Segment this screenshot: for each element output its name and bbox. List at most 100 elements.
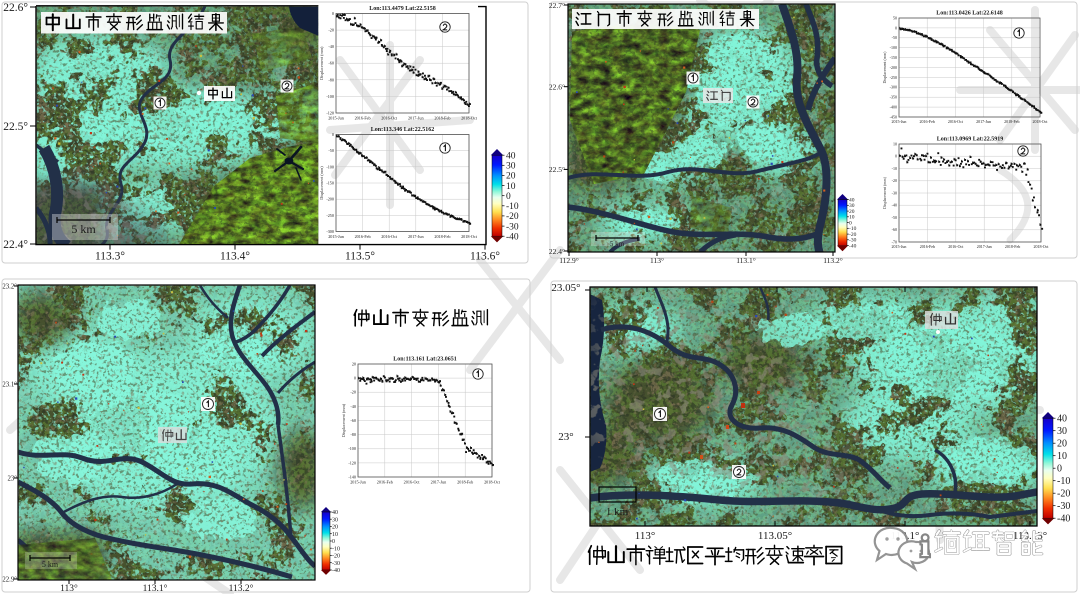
svg-text:-80: -80 [350, 432, 356, 437]
svg-text:23°: 23° [7, 476, 17, 483]
svg-text:2016-Oct: 2016-Oct [381, 234, 398, 239]
svg-text:-350: -350 [890, 95, 897, 100]
svg-text:20: 20 [506, 172, 516, 182]
svg-text:i: i [921, 530, 929, 563]
svg-text:2018-Oct: 2018-Oct [484, 479, 501, 484]
svg-text:113.6°: 113.6° [470, 251, 500, 263]
svg-text:-20: -20 [350, 390, 356, 395]
svg-text:22.7°: 22.7° [549, 1, 565, 10]
svg-text:113°: 113° [60, 583, 78, 594]
svg-text:Displacement (mm): Displacement (mm) [319, 46, 324, 80]
svg-text:-20: -20 [1057, 489, 1070, 500]
svg-text:Lon:113.346 Lat:22.5162: Lon:113.346 Lat:22.5162 [371, 127, 435, 133]
svg-text:0: 0 [1057, 464, 1062, 475]
svg-text:-80: -80 [328, 77, 334, 82]
svg-text:-30: -30 [506, 222, 519, 232]
svg-text:40: 40 [332, 510, 338, 516]
svg-text:-100: -100 [326, 94, 334, 99]
svg-text:-20: -20 [332, 554, 340, 560]
svg-text:23.2°: 23.2° [2, 284, 17, 291]
svg-text:-100: -100 [890, 45, 897, 50]
svg-text:40: 40 [1057, 414, 1067, 425]
svg-text:20: 20 [1057, 439, 1067, 450]
svg-text:5 km: 5 km [42, 560, 59, 569]
svg-text:Lon:113.161 Lat:23.0651: Lon:113.161 Lat:23.0651 [393, 357, 457, 363]
svg-text:2016-Oct: 2016-Oct [948, 119, 964, 124]
svg-text:0: 0 [332, 11, 334, 16]
svg-text:Displacement (mm): Displacement (mm) [882, 51, 887, 84]
svg-text:2017-Jun: 2017-Jun [408, 115, 424, 120]
svg-text:-70: -70 [892, 239, 897, 244]
svg-text:-140: -140 [348, 474, 356, 479]
svg-text:2017-Jun: 2017-Jun [408, 234, 424, 239]
svg-text:113.1°: 113.1° [736, 256, 756, 265]
svg-text:-450: -450 [890, 114, 897, 119]
svg-text:2016-Feb: 2016-Feb [920, 119, 935, 124]
svg-text:-10: -10 [892, 166, 897, 171]
svg-text:22.5°: 22.5° [549, 165, 565, 174]
svg-text:113.4°: 113.4° [220, 251, 250, 263]
svg-text:20: 20 [332, 525, 338, 531]
svg-text:-10: -10 [849, 226, 857, 232]
svg-text:-200: -200 [326, 197, 334, 202]
svg-text:2018-Feb: 2018-Feb [457, 479, 473, 484]
svg-text:40: 40 [506, 151, 516, 161]
svg-text:-10: -10 [332, 546, 340, 552]
svg-text:-30: -30 [892, 190, 897, 195]
svg-text:-250: -250 [326, 213, 334, 218]
svg-text:0: 0 [849, 220, 852, 226]
svg-text:2018-Feb: 2018-Feb [434, 115, 450, 120]
svg-text:-60: -60 [350, 418, 356, 423]
svg-text:2015-Jun: 2015-Jun [892, 244, 907, 249]
svg-text:-40: -40 [849, 243, 857, 249]
svg-text:10: 10 [1057, 451, 1067, 462]
svg-text:23.05°: 23.05° [551, 282, 580, 294]
svg-text:1 km: 1 km [606, 506, 629, 518]
svg-text:-20: -20 [892, 178, 897, 183]
svg-text:-60: -60 [328, 61, 334, 66]
svg-text:2016-Feb: 2016-Feb [377, 479, 393, 484]
svg-text:10: 10 [893, 141, 897, 146]
svg-text:30: 30 [849, 203, 855, 209]
svg-text:-120: -120 [326, 110, 334, 115]
svg-text:2017-Jun: 2017-Jun [977, 244, 992, 249]
svg-text:2016-Oct: 2016-Oct [948, 244, 964, 249]
svg-text:0: 0 [895, 25, 897, 30]
svg-text:-40: -40 [332, 568, 340, 574]
svg-text:2016-Oct: 2016-Oct [404, 479, 421, 484]
svg-text:22.6°: 22.6° [549, 83, 565, 92]
svg-text:-40: -40 [506, 232, 519, 242]
svg-text:-20: -20 [328, 28, 334, 33]
svg-text:2018-Feb: 2018-Feb [1004, 119, 1019, 124]
svg-text:2018-Feb: 2018-Feb [1005, 244, 1020, 249]
svg-text:Displacement (mm): Displacement (mm) [319, 166, 324, 200]
svg-text:20: 20 [352, 361, 356, 366]
svg-text:2018-Oct: 2018-Oct [461, 234, 478, 239]
svg-text:22.4°: 22.4° [549, 247, 565, 256]
svg-text:0: 0 [506, 192, 511, 202]
svg-text:50: 50 [893, 15, 897, 20]
svg-text:5 km: 5 km [610, 240, 625, 248]
svg-text:113.2°: 113.2° [823, 256, 843, 265]
svg-text:30: 30 [1057, 426, 1067, 437]
svg-text:-60: -60 [892, 227, 897, 232]
svg-text:Lon:113.0426 Lat:22.6148: Lon:113.0426 Lat:22.6148 [936, 11, 1003, 17]
svg-text:22.6°: 22.6° [3, 2, 28, 14]
svg-text:-20: -20 [506, 212, 519, 222]
svg-text:2016-Oct: 2016-Oct [381, 115, 398, 120]
svg-text:-40: -40 [328, 44, 334, 49]
svg-text:-50: -50 [892, 35, 897, 40]
svg-text:112.9°: 112.9° [559, 256, 579, 265]
svg-text:-30: -30 [849, 238, 857, 244]
svg-text:Lon:113.0969 Lat:22.5919: Lon:113.0969 Lat:22.5919 [937, 137, 1004, 143]
svg-text:113°: 113° [635, 530, 656, 542]
svg-text:113.3°: 113.3° [95, 251, 125, 263]
svg-text:113.05°: 113.05° [758, 530, 792, 542]
svg-text:2016-Feb: 2016-Feb [355, 115, 371, 120]
svg-text:22.5°: 22.5° [3, 121, 28, 133]
svg-text:-30: -30 [1057, 501, 1070, 512]
svg-text:2017-Jun: 2017-Jun [431, 479, 447, 484]
svg-text:23°: 23° [558, 431, 573, 443]
svg-text:-10: -10 [506, 202, 519, 212]
svg-text:i: i [921, 530, 929, 563]
